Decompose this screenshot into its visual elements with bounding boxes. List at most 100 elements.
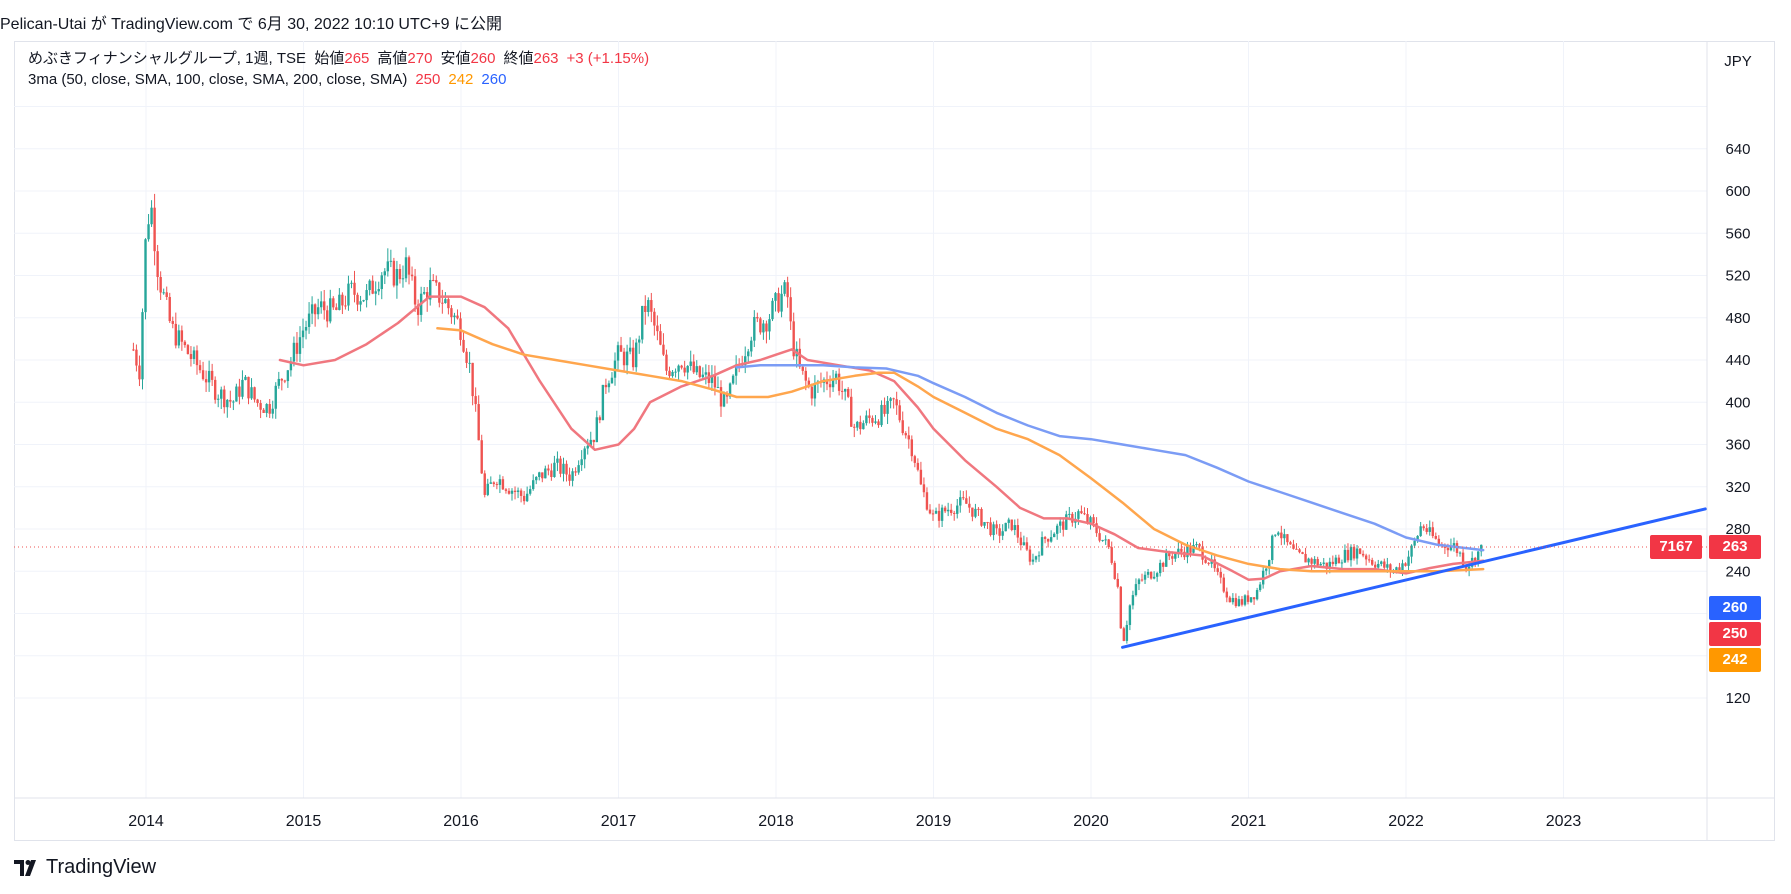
candle-body	[422, 292, 426, 294]
candle-body	[792, 321, 795, 357]
candle-body	[153, 207, 156, 252]
currency-label: JPY	[1724, 53, 1752, 70]
candle-body	[810, 386, 814, 399]
candle-body	[553, 462, 556, 477]
tradingview-logo-icon	[14, 859, 40, 877]
candle-body	[1119, 586, 1123, 629]
x-tick-label: 2022	[1388, 813, 1424, 830]
candle-body	[483, 473, 486, 495]
candle-body	[692, 361, 695, 373]
candle-body	[295, 342, 299, 354]
candle-body	[1228, 597, 1232, 603]
candle-body	[825, 379, 829, 385]
candle-body	[680, 365, 683, 368]
candle-body	[441, 302, 444, 304]
candle-body	[1037, 555, 1041, 557]
candle-body	[368, 280, 371, 291]
candle-body	[1304, 553, 1307, 563]
candle-body	[728, 383, 732, 397]
candle-body	[389, 260, 393, 262]
candle-body	[132, 349, 135, 351]
candle-body	[244, 376, 247, 380]
candle-body	[1458, 552, 1462, 554]
candle-body	[644, 305, 647, 312]
candle-body	[432, 279, 435, 281]
candle-body	[716, 387, 720, 389]
candle-body	[1152, 576, 1156, 579]
candle-body	[940, 507, 944, 521]
candle-body	[444, 299, 447, 304]
candle-body	[1413, 540, 1416, 546]
candle-body	[986, 522, 989, 524]
candle-body	[486, 483, 489, 495]
candle-body	[638, 339, 641, 343]
symbol-code-badge: 7167	[1650, 534, 1702, 559]
candle-body	[265, 404, 268, 413]
trendline[interactable]	[1121, 507, 1707, 649]
candle-body	[1325, 562, 1328, 569]
candle-body	[998, 528, 1001, 536]
candle-body	[671, 371, 674, 377]
candle-body	[1065, 514, 1068, 530]
candle-body	[1449, 545, 1453, 551]
candle-body	[1334, 557, 1338, 565]
candle-body	[965, 498, 968, 504]
candle-body	[413, 276, 417, 305]
candle-body	[574, 471, 577, 473]
candle-body	[756, 317, 759, 319]
candle-body	[435, 280, 438, 283]
candles	[132, 193, 1483, 644]
candle-body	[589, 439, 592, 446]
candle-body	[162, 292, 165, 294]
candle-body	[674, 371, 677, 373]
candle-body	[1461, 552, 1465, 566]
candle-body	[568, 474, 571, 481]
candle-body	[147, 224, 150, 240]
candle-body	[210, 370, 214, 380]
candle-body	[989, 522, 992, 536]
candle-body	[1277, 532, 1280, 535]
brand-name: TradingView	[46, 856, 157, 878]
chart-frame[interactable]	[14, 41, 1775, 841]
candle-body	[1246, 595, 1250, 602]
candle-body	[383, 271, 386, 276]
x-tick-label: 2014	[128, 813, 164, 830]
candle-body	[1019, 537, 1023, 546]
low-label: 安値	[440, 50, 471, 67]
candle-body	[662, 344, 665, 355]
candle-body	[429, 279, 432, 300]
candle-body	[438, 282, 441, 303]
ma-indicator-name[interactable]: 3ma (50, close, SMA, 100, close, SMA, 20…	[28, 71, 408, 88]
candle-body	[350, 282, 353, 284]
candle-body	[1171, 556, 1174, 559]
candle-body	[895, 399, 898, 406]
candle-body	[380, 275, 383, 290]
candle-body	[344, 305, 347, 307]
candle-body	[1331, 561, 1335, 565]
tradingview-logo[interactable]: TradingView	[14, 856, 156, 879]
candle-body	[217, 398, 220, 400]
candle-body	[1101, 539, 1104, 541]
candle-body	[1016, 525, 1020, 538]
candle-body	[571, 471, 574, 481]
candle-body	[813, 383, 817, 399]
candle-body	[241, 379, 244, 397]
candle-body	[916, 462, 920, 470]
candle-body	[1068, 513, 1071, 515]
candle-body	[1216, 568, 1219, 572]
candle-body	[498, 479, 502, 485]
candle-body	[1280, 532, 1283, 539]
candle-body	[1207, 562, 1210, 564]
candle-body	[1113, 562, 1116, 579]
candle-body	[362, 300, 365, 302]
ma100-value: 242	[448, 71, 474, 88]
candle-body	[698, 366, 701, 378]
candle-body	[1337, 557, 1341, 564]
candle-body	[774, 293, 777, 301]
x-tick-label: 2020	[1073, 813, 1109, 830]
candle-body	[834, 373, 838, 380]
candle-body	[1004, 522, 1007, 532]
symbol-name[interactable]: めぶきフィナンシャルグループ, 1週, TSE	[28, 50, 306, 67]
ma50-value: 250	[415, 71, 441, 88]
